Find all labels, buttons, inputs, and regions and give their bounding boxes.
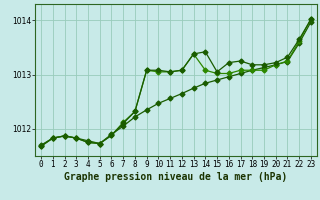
X-axis label: Graphe pression niveau de la mer (hPa): Graphe pression niveau de la mer (hPa) xyxy=(64,172,288,182)
